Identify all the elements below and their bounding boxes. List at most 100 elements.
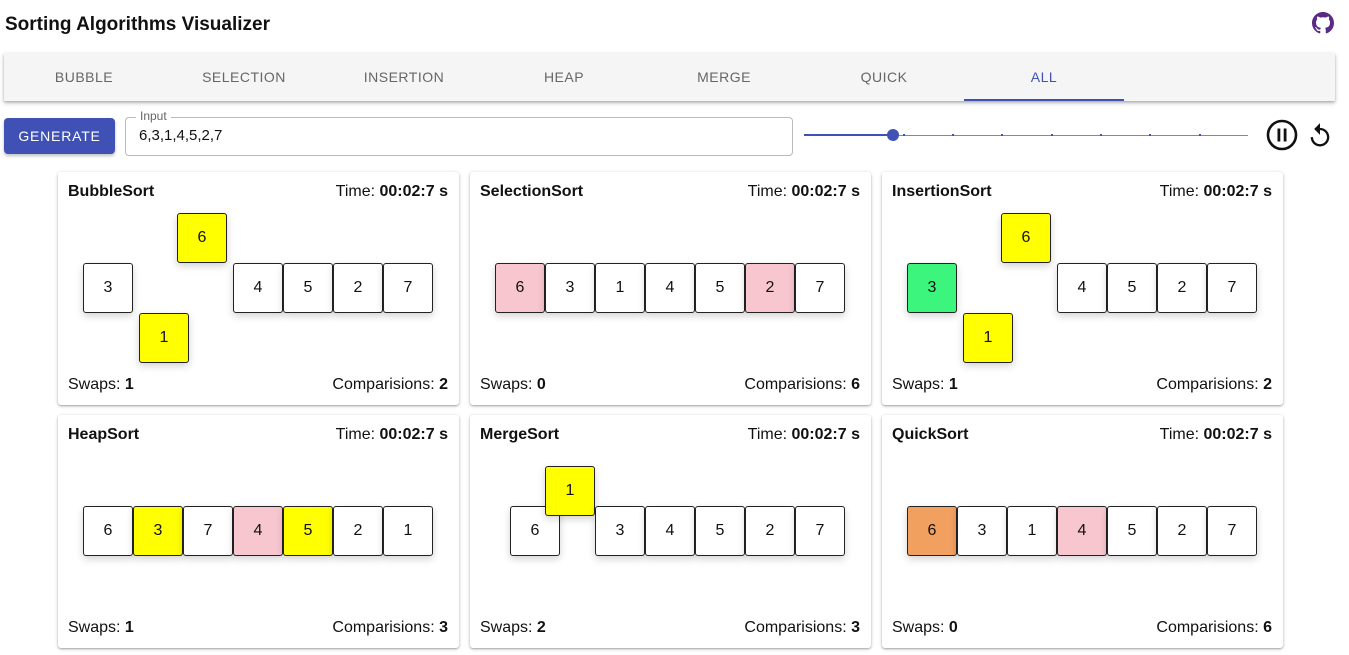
array-input[interactable] [139,127,779,144]
swaps-count: Swaps: 2 [480,619,546,636]
card-time: Time: 00:02:7 s [335,426,448,443]
slider-step-mark [1051,134,1053,136]
swaps-count: Swaps: 0 [892,619,958,636]
card-title: MergeSort [480,426,560,443]
array-cell: 7 [795,263,845,313]
card-time: Time: 00:02:7 s [1159,426,1272,443]
card-time: Time: 00:02:7 s [335,183,448,200]
swaps-count: Swaps: 0 [480,376,546,393]
slider-step-mark [853,134,855,136]
tab-bubble[interactable]: Bubble [54,69,114,85]
array-cell: 7 [795,506,845,556]
array-cell: 3 [957,506,1007,556]
pause-icon[interactable] [1266,119,1298,151]
array-cell: 5 [1107,506,1157,556]
generate-button[interactable]: Generate [4,118,115,154]
array-cell: 5 [695,506,745,556]
array-cell: 7 [1207,263,1257,313]
comparisons-count: Comparisions: 2 [332,376,448,393]
comparisons-count: Comparisions: 3 [744,619,860,636]
input-field-wrapper: Input [125,109,793,156]
slider-step-mark [1149,134,1151,136]
card-title: QuickSort [892,426,969,443]
card-title: BubbleSort [68,183,155,200]
card-title: SelectionSort [480,183,584,200]
array-cell: 7 [1207,506,1257,556]
array-cell: 2 [333,263,383,313]
swaps-count: Swaps: 1 [892,376,958,393]
array-cell: 3 [545,263,595,313]
array-cell: 3 [133,506,183,556]
slider-track [804,134,893,136]
array-cell: 6 [907,506,957,556]
slider-step-mark [1001,134,1003,136]
app-title: Sorting Algorithms Visualizer [5,14,270,35]
comparisons-count: Comparisions: 2 [1156,376,1272,393]
array-cell: 1 [1007,506,1057,556]
array-cell: 4 [1057,263,1107,313]
array-cell: 2 [1157,506,1207,556]
sort-card-quicksort: QuickSort Time: 00:02:7 s 6 3 1 4 5 2 7 Swaps: 0 C… [882,415,1283,648]
reset-icon[interactable] [1306,122,1334,150]
input-label: Input [136,109,171,123]
tab-all[interactable]: All [1030,69,1058,85]
card-time: Time: 00:02:7 s [1159,183,1272,200]
swaps-count: Swaps: 1 [68,619,134,636]
array-cell: 2 [1157,263,1207,313]
array-cell: 1 [383,506,433,556]
array-cell: 7 [383,263,433,313]
array-cell: 3 [595,506,645,556]
tab-merge[interactable]: Merge [697,69,751,85]
card-time: Time: 00:02:7 s [747,183,860,200]
sort-card-bubblesort: BubbleSort Time: 00:02:7 s 3 1 6 4 5 2 7 Swaps: 1… [58,172,459,405]
array-cell: 6 [177,213,227,263]
slider-thumb[interactable] [887,129,899,141]
array-cell: 2 [745,263,795,313]
card-time: Time: 00:02:7 s [747,426,860,443]
comparisons-count: Comparisions: 3 [332,619,448,636]
array-cell: 4 [233,506,283,556]
card-title: HeapSort [68,426,140,443]
array-cell: 4 [1057,506,1107,556]
sort-card-heapsort: HeapSort Time: 00:02:7 s 6 3 7 4 5 2 1 Swaps: 1 Co… [58,415,459,648]
array-cell: 1 [545,466,595,516]
algorithm-tabs: Bubble Selection Insertion Heap Merge Qu… [4,53,1335,101]
array-cell: 3 [907,263,957,313]
array-cell: 5 [283,506,333,556]
array-cell: 7 [183,506,233,556]
active-tab-indicator [964,99,1124,101]
slider-step-mark [1100,134,1102,136]
array-cell: 1 [595,263,645,313]
array-cell: 1 [963,313,1013,363]
speed-slider[interactable] [804,126,1248,146]
slider-step-mark [952,134,954,136]
array-cell: 4 [645,263,695,313]
slider-rail [804,135,1248,136]
array-cell: 2 [333,506,383,556]
sort-card-insertionsort: InsertionSort Time: 00:02:7 s 3 1 6 4 5 2 7 Swaps… [882,172,1283,405]
sort-card-selectionsort: SelectionSort Time: 00:02:7 s 6 3 1 4 5 2 7 Swaps… [470,172,871,405]
array-cell: 3 [83,263,133,313]
array-cell: 5 [283,263,333,313]
array-cell: 6 [510,506,560,556]
github-icon[interactable] [1312,12,1334,34]
array-cell: 1 [139,313,189,363]
comparisons-count: Comparisions: 6 [744,376,860,393]
swaps-count: Swaps: 1 [68,376,134,393]
array-cell: 5 [695,263,745,313]
array-cell: 4 [233,263,283,313]
slider-step-mark [903,134,905,136]
tab-heap[interactable]: Heap [543,69,585,85]
array-cell: 4 [645,506,695,556]
array-cell: 5 [1107,263,1157,313]
tab-insertion[interactable]: Insertion [363,69,445,85]
card-title: InsertionSort [892,183,992,200]
sort-card-mergesort: MergeSort Time: 00:02:7 s 6 1 3 4 5 2 7 Swaps: 2 C… [470,415,871,648]
array-cell: 2 [745,506,795,556]
array-cell: 6 [1001,213,1051,263]
slider-step-mark [1199,134,1201,136]
comparisons-count: Comparisions: 6 [1156,619,1272,636]
tab-selection[interactable]: Selection [202,69,286,85]
array-cell: 6 [83,506,133,556]
tab-quick[interactable]: Quick [860,69,908,85]
